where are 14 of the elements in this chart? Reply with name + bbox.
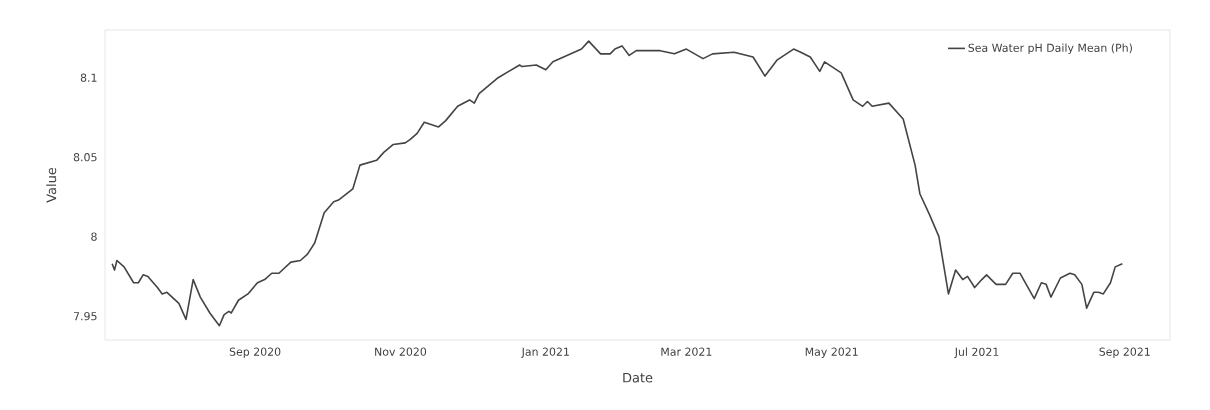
x-tick-label: Jan 2021 xyxy=(521,347,569,358)
x-tick-label: Sep 2021 xyxy=(1099,347,1150,358)
x-tick-label: Nov 2020 xyxy=(375,347,427,356)
y-tick-label: 8.05 xyxy=(73,153,97,162)
x-tick-label: Sep 2020 xyxy=(229,347,281,358)
x-tick-label: Mar 2021 xyxy=(661,347,712,356)
x-axis-title: Date xyxy=(623,372,653,383)
x-tick-label: Jul 2021 xyxy=(954,347,999,359)
y-tick-label: 7.95 xyxy=(73,312,97,321)
y-axis-title: Value xyxy=(46,167,57,203)
y-tick-label: 8 xyxy=(91,232,97,241)
x-tick-label: May 2021 xyxy=(805,347,858,358)
y-tick-label: 8.1 xyxy=(80,73,97,82)
legend-label: Sea Water pH Daily Mean (Ph) xyxy=(968,43,1132,55)
